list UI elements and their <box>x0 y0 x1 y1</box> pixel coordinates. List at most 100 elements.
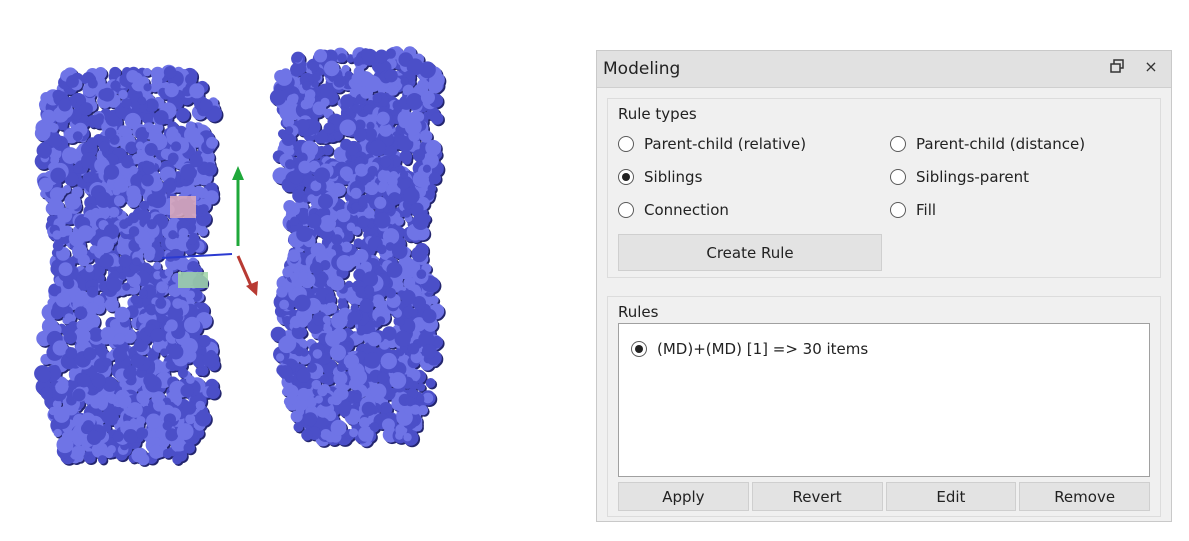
atom-sphere <box>113 195 126 207</box>
atom-sphere <box>130 353 145 368</box>
atom-sphere <box>86 430 102 446</box>
atom-sphere <box>98 141 110 153</box>
atom-sphere <box>150 328 165 343</box>
atom-sphere <box>127 402 143 418</box>
atom-sphere <box>105 450 114 459</box>
atom-sphere <box>83 347 97 361</box>
atom-sphere <box>57 207 73 223</box>
atom-sphere <box>170 141 182 152</box>
atom-sphere <box>189 83 205 99</box>
atom-sphere <box>87 78 98 89</box>
atom-sphere <box>58 98 72 112</box>
atom-sphere <box>103 164 120 180</box>
atom-sphere <box>92 114 104 127</box>
atom-sphere <box>90 396 103 409</box>
atom-sphere <box>118 254 132 268</box>
atom-sphere <box>167 152 179 164</box>
atom-sphere <box>101 408 119 426</box>
atom-sphere <box>77 225 94 242</box>
atom-sphere <box>136 427 149 440</box>
atom-sphere <box>108 206 120 218</box>
atom-sphere <box>77 373 91 388</box>
atom-sphere <box>138 313 149 324</box>
atom-sphere <box>168 127 179 138</box>
atom-sphere <box>137 453 150 466</box>
atom-sphere <box>66 75 79 88</box>
atom-sphere <box>64 313 74 323</box>
atom-sphere <box>195 366 205 376</box>
atom-sphere <box>129 165 138 175</box>
atom-sphere <box>72 131 83 142</box>
atom-sphere <box>100 326 116 342</box>
atom-sphere <box>125 141 138 155</box>
atom-sphere <box>48 135 62 148</box>
atom-sphere <box>132 257 141 266</box>
atom-sphere <box>106 393 118 404</box>
atom-sphere <box>156 281 169 294</box>
atom-sphere <box>82 172 94 183</box>
atom-sphere <box>113 177 129 193</box>
atom-sphere <box>63 330 78 344</box>
atom-sphere <box>152 399 166 412</box>
scene-canvas[interactable] <box>0 0 585 541</box>
atom-sphere <box>37 368 52 383</box>
atom-sphere <box>181 337 198 355</box>
atom-sphere <box>199 98 213 113</box>
atom-sphere <box>52 240 64 252</box>
atom-sphere <box>150 66 165 81</box>
atom-sphere <box>112 346 127 362</box>
atom-sphere <box>168 230 178 240</box>
atom-sphere <box>121 98 132 109</box>
atom-sphere <box>172 298 183 309</box>
atom-sphere <box>72 388 86 402</box>
atom-sphere <box>172 454 183 465</box>
atom-sphere <box>118 89 128 100</box>
atom-sphere <box>62 185 72 194</box>
atom-sphere <box>94 67 107 80</box>
atom-sphere <box>143 83 152 92</box>
atom-sphere <box>202 351 220 368</box>
atom-sphere <box>189 153 203 168</box>
atom-sphere <box>183 442 196 454</box>
atom-sphere <box>137 209 152 223</box>
atom-sphere <box>142 161 156 175</box>
atom-sphere <box>53 428 62 438</box>
atom-sphere <box>182 401 197 415</box>
atom-sphere <box>58 262 73 277</box>
atom-sphere <box>65 347 78 359</box>
atom-sphere <box>186 375 195 384</box>
atom-sphere <box>82 420 95 432</box>
atom-sphere <box>429 295 439 305</box>
atom-sphere <box>199 204 209 214</box>
atom-sphere <box>68 380 78 390</box>
left-protein-structure[interactable] <box>34 64 224 467</box>
atom-sphere <box>74 306 88 320</box>
atom-sphere <box>56 436 74 454</box>
atom-sphere <box>165 360 175 370</box>
atom-sphere <box>183 126 201 144</box>
atom-sphere <box>50 155 60 165</box>
atom-sphere <box>164 83 179 98</box>
atom-sphere <box>165 319 178 332</box>
atom-sphere <box>50 167 66 184</box>
atom-sphere <box>162 420 173 431</box>
atom-sphere <box>89 245 99 254</box>
atom-sphere <box>55 292 71 308</box>
atom-sphere <box>193 185 205 198</box>
atom-sphere <box>168 344 184 360</box>
atom-sphere <box>40 386 54 400</box>
atom-sphere <box>72 163 84 174</box>
atom-sphere <box>177 367 189 378</box>
atom-sphere <box>153 261 162 270</box>
right-protein-structure[interactable] <box>269 46 447 449</box>
atom-sphere <box>100 87 115 102</box>
atom-sphere <box>138 237 152 251</box>
atom-sphere <box>126 69 140 83</box>
atom-sphere <box>55 380 69 394</box>
3d-viewport[interactable] <box>0 0 585 541</box>
atom-sphere <box>114 306 131 323</box>
atom-sphere <box>145 413 162 429</box>
atom-sphere <box>61 147 79 164</box>
atom-sphere <box>91 207 101 218</box>
atom-sphere <box>85 264 94 273</box>
